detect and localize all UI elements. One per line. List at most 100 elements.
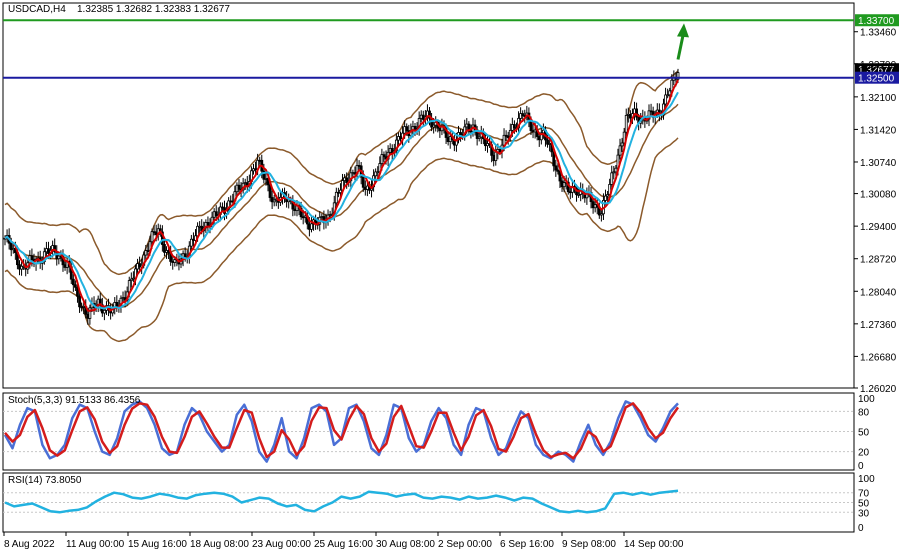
candle-body [599, 213, 603, 216]
candle-body [150, 231, 154, 243]
rsi-line [4, 489, 679, 514]
candle-body [382, 154, 386, 158]
candle-body [577, 193, 581, 196]
candle-body [20, 265, 23, 270]
candle-body [129, 278, 133, 281]
time-label: 8 Aug 2022 [4, 539, 55, 550]
time-label: 6 Sep 16:00 [500, 539, 554, 550]
price-label-text: 1.32500 [858, 74, 895, 85]
ma-slow-line [4, 91, 679, 310]
price-tick-label: 1.32790 [860, 60, 897, 71]
candle-body [604, 195, 607, 201]
candle-body [78, 295, 81, 308]
time-label: 23 Aug 00:00 [252, 539, 311, 550]
candle-body [131, 277, 135, 280]
candle-body [173, 259, 177, 263]
candle-body [76, 286, 79, 297]
candle-body [376, 171, 380, 174]
candle-body [272, 199, 276, 203]
candle-body [374, 171, 378, 177]
price-label-box [855, 71, 899, 84]
price-label-text: 1.32677 [858, 65, 895, 76]
candle-body [624, 115, 628, 133]
ohlc-header: 1.32385 1.32682 1.32383 1.32677 [77, 4, 230, 15]
candle-body [432, 124, 436, 128]
price-tick-label: 1.33460 [860, 28, 897, 39]
up-arrow-shaft [676, 35, 685, 60]
candle-body [299, 207, 303, 218]
rsi-title: RSI(14) 73.8050 [8, 475, 82, 486]
candle-body [163, 244, 166, 253]
candle-body [664, 94, 667, 105]
rsi-level-label: 50 [858, 499, 870, 510]
time-label: 15 Aug 16:00 [128, 539, 187, 550]
candle-body [647, 110, 651, 120]
candle-body [428, 110, 431, 119]
time-label: 18 Aug 08:00 [190, 539, 249, 550]
candle-body [380, 154, 384, 164]
candle-body [9, 242, 13, 251]
time-label: 11 Aug 00:00 [66, 539, 125, 550]
candle-body [74, 284, 77, 288]
candle-body [610, 172, 614, 185]
candle-body [494, 151, 498, 162]
candle-body [339, 189, 342, 193]
time-label: 9 Sep 08:00 [562, 539, 616, 550]
candle-body [237, 184, 241, 190]
candle-body [127, 280, 131, 293]
candle-body [30, 255, 34, 261]
candle-body [606, 194, 609, 197]
price-tick-label: 1.32100 [860, 93, 897, 104]
candle-body [666, 94, 670, 97]
candle-body [556, 169, 560, 172]
candle-body [405, 126, 409, 132]
candle-body [618, 145, 622, 156]
rsi-level-label: 100 [858, 474, 875, 485]
time-label: 30 Aug 08:00 [376, 539, 435, 550]
candle-body [361, 176, 365, 188]
bollinger-lower [4, 137, 679, 343]
candle-body [262, 170, 266, 180]
candle-body [676, 72, 680, 80]
candle-body [635, 108, 638, 118]
price-tick-label: 1.28040 [860, 287, 897, 298]
candle-body [102, 309, 106, 314]
candle-body [477, 136, 481, 139]
candle-body [622, 131, 626, 144]
price-tick-label: 1.26680 [860, 352, 897, 363]
candle-body [310, 223, 313, 230]
price-tick-label: 1.30740 [860, 158, 897, 169]
price-tick-label: 1.31420 [860, 125, 897, 136]
stoch-level-label: 80 [858, 407, 870, 418]
price-tick-label: 1.29400 [860, 222, 897, 233]
stoch-level-label: 20 [858, 448, 870, 459]
candle-body [612, 171, 616, 174]
price-label-text: 1.33700 [858, 16, 895, 27]
candle-body [521, 113, 525, 116]
pane-frame-1 [2, 2, 855, 389]
candle-body [459, 132, 462, 135]
price-tick-label: 1.26020 [860, 384, 897, 395]
candle-body [562, 182, 566, 188]
price-label-box [855, 14, 899, 27]
candle-body [71, 278, 75, 286]
price-tick-label: 1.30080 [860, 190, 897, 201]
time-label: 2 Sep 00:00 [438, 539, 492, 550]
candle-body [189, 238, 193, 247]
candle-body [620, 142, 624, 147]
candle-body [214, 211, 218, 217]
candle-body [513, 124, 516, 129]
stoch-level-label: 100 [858, 394, 875, 405]
rsi-level-label: 0 [858, 523, 864, 534]
time-label: 14 Sep 00:00 [624, 539, 684, 550]
time-label: 25 Aug 16:00 [314, 539, 373, 550]
candle-body [502, 134, 506, 146]
price-tick-label: 1.27360 [860, 320, 897, 331]
candle-body [554, 165, 558, 171]
up-arrow-head [677, 23, 689, 38]
symbol-header: USDCAD,H4 [8, 4, 66, 15]
candle-body [539, 132, 543, 141]
candle-body [144, 250, 148, 256]
rsi-level-label: 70 [858, 489, 870, 500]
